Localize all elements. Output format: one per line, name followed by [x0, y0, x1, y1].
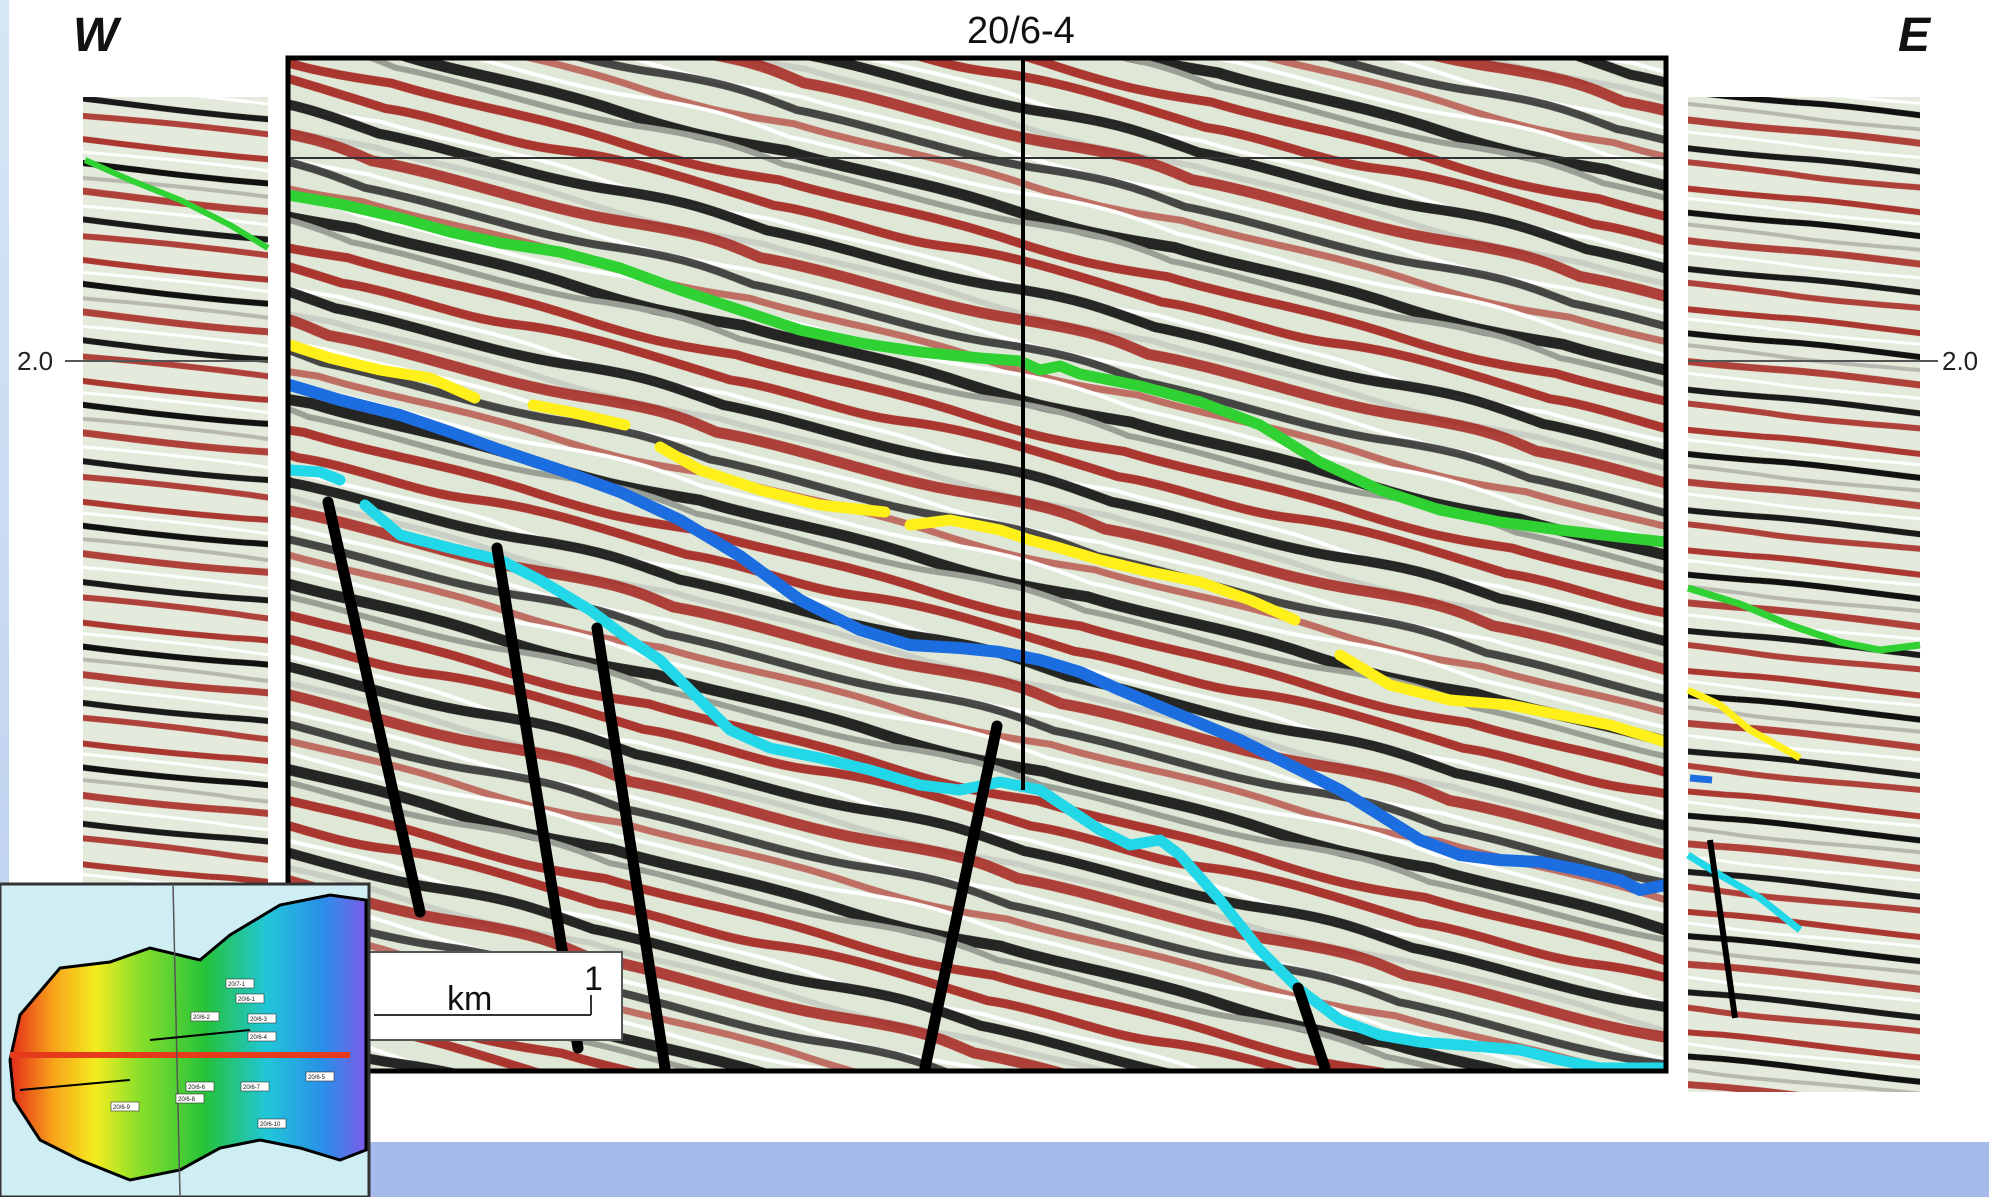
east-horizon-green	[1686, 584, 1921, 654]
scale-bar	[365, 951, 623, 1041]
map-well-label-box	[247, 1013, 277, 1024]
horizon-yellow-4	[904, 514, 1301, 626]
west-horizon-green	[83, 157, 270, 251]
map-well-label: 20/6-1	[238, 997, 256, 1003]
map-well-label-box	[175, 1093, 205, 1104]
horizon-yellow-2	[527, 399, 631, 431]
map-well-label-box	[110, 1101, 140, 1112]
horizon-blue	[288, 379, 1666, 896]
map-well-label: 20/6-4	[250, 1035, 268, 1041]
map-well-label-box	[225, 978, 255, 989]
left-edge-band	[0, 0, 9, 1197]
horizon-yellow-3	[654, 441, 891, 518]
scale-value-label: 1	[584, 960, 603, 998]
map-well-label: 20/6-7	[243, 1085, 261, 1091]
map-well-label: 20/6-6	[188, 1085, 206, 1091]
map-well-label-box	[185, 1081, 215, 1092]
east-side-panel	[1688, 97, 1920, 1092]
map-well-label-box	[305, 1071, 335, 1082]
time-label-left: 2.0	[17, 346, 54, 376]
map-well-label: 20/6-10	[260, 1122, 281, 1128]
fault-5	[1292, 982, 1331, 1071]
map-well-label: 20/6-8	[178, 1097, 196, 1103]
time-label-right: 2.0	[1942, 346, 1979, 376]
well-name-label: 20/6-4	[967, 10, 1075, 52]
fault-3	[591, 622, 671, 1071]
map-well-label: 20/6-2	[193, 1015, 211, 1021]
scale-unit-label: km	[447, 980, 492, 1018]
main-panel-border	[285, 55, 1669, 1074]
map-well-label: 20/7-1	[228, 982, 246, 988]
west-label: W	[73, 9, 119, 62]
east-horizon-blue	[1689, 774, 1713, 784]
horizon-cyan-1	[288, 464, 346, 486]
fault-4	[919, 720, 1003, 1071]
inset-map	[0, 882, 371, 1197]
horizon-cyan-2	[359, 499, 1666, 1071]
map-well-label: 20/6-5	[308, 1075, 326, 1081]
horizon-yellow-5	[1334, 649, 1666, 748]
east-fault	[1707, 839, 1738, 1019]
east-horizon-yellow	[1686, 686, 1802, 762]
map-well-label-box	[240, 1081, 270, 1092]
east-label: E	[1898, 9, 1931, 62]
map-well-label-box	[257, 1118, 287, 1129]
horizon-yellow-1	[288, 339, 481, 404]
map-well-label: 20/6-3	[250, 1017, 268, 1023]
map-well-label-box	[247, 1031, 277, 1042]
map-well-label: 20/6-9	[113, 1105, 131, 1111]
east-horizon-cyan	[1686, 852, 1803, 933]
horizon-green	[288, 189, 1666, 548]
map-well-label-box	[190, 1011, 220, 1022]
map-well-label-box	[235, 993, 265, 1004]
fault-1	[322, 496, 426, 918]
